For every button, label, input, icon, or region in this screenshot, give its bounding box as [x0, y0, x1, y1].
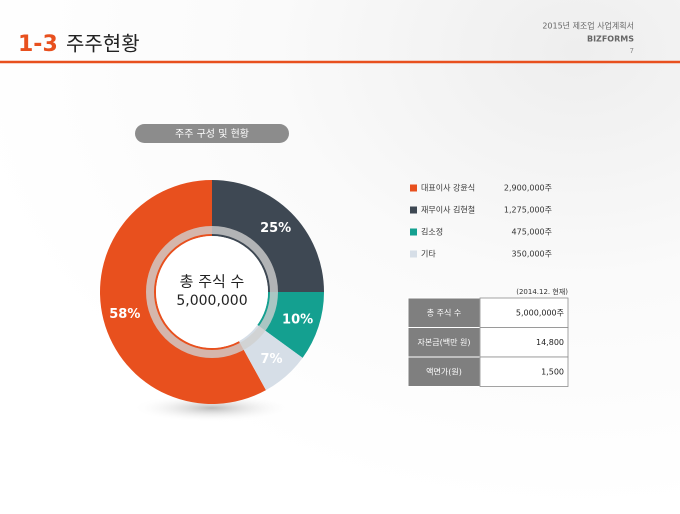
table-cell [479, 356, 569, 387]
value-label: 25% [260, 221, 291, 236]
table-header-text: 액면가(원) [426, 366, 462, 376]
section-title: 주주현황 [66, 32, 140, 56]
value-label: 10% [282, 312, 313, 327]
inner-ring [146, 226, 278, 358]
legend-label: 김소정 [421, 227, 443, 237]
legend-label: 재무이사 김현철 [421, 205, 475, 215]
legend-label: 대표이사 강윤식 [421, 183, 475, 193]
legend-amount: 350,000주 [512, 250, 552, 259]
legend-swatch [410, 184, 417, 192]
legend-swatch [410, 206, 417, 214]
shadow [132, 394, 292, 422]
center-value: 5,000,000 [176, 293, 247, 309]
value-label: 58% [109, 307, 140, 322]
value-label: 7% [260, 352, 282, 367]
legend-amount: 475,000주 [512, 228, 552, 237]
legend-amount: 1,275,000주 [504, 206, 552, 215]
table-value: 14,800 [536, 338, 564, 347]
table-header-text: 총 주식 수 [427, 308, 462, 317]
chart-title: 주주 구성 및 현황 [175, 128, 249, 140]
brand: BIZFORMS [587, 35, 634, 44]
legend-amount: 2,900,000주 [504, 184, 552, 193]
pie-slice [100, 180, 266, 404]
chart-title-pill [135, 124, 289, 143]
doc-title: 2015년 제조업 사업계획서 [542, 21, 634, 31]
legend-swatch [410, 228, 417, 236]
table-value: 5,000,000주 [516, 308, 564, 317]
inner-disc [156, 236, 268, 348]
section-number: 1-3 [18, 32, 58, 57]
table-header-cell [407, 356, 481, 387]
table-note: (2014.12. 현재) [516, 288, 568, 296]
pie-slice [212, 180, 324, 292]
table-cell [479, 297, 569, 328]
legend-label: 기타 [421, 250, 436, 259]
table-cell [479, 327, 569, 358]
table-header-text: 자본금(백만 원) [418, 337, 471, 347]
center-label: 총 주식 수 [180, 273, 245, 291]
legend-swatch [410, 250, 417, 258]
table-value: 1,500 [541, 367, 564, 376]
page-number: 7 [630, 47, 634, 55]
